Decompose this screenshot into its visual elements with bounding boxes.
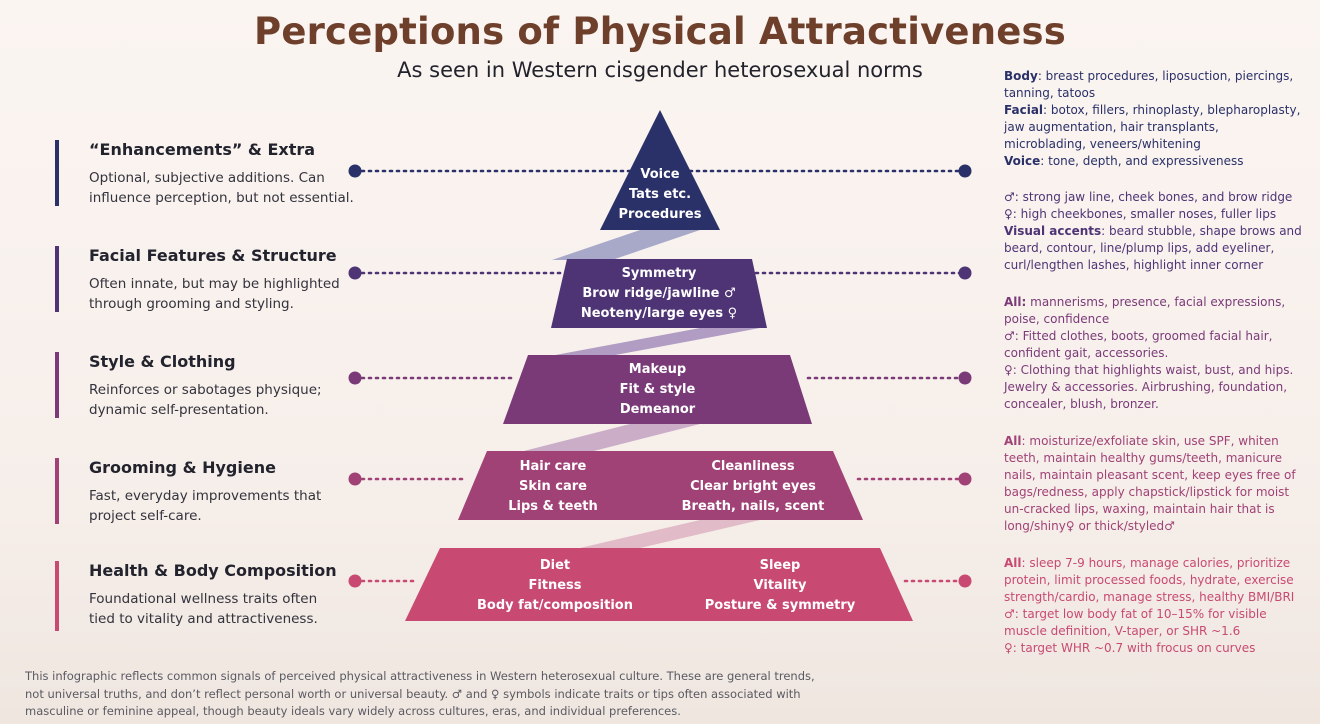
tier-1-heading: “Enhancements” & Extra xyxy=(89,140,316,159)
tier-4-heading: Grooming & Hygiene xyxy=(89,458,276,477)
dot-right-5 xyxy=(958,574,972,588)
pyramid-layer-1-text: Voice Tats etc. Procedures xyxy=(600,165,720,225)
t1-voice: Voice: tone, depth, and expressiveness xyxy=(1004,153,1304,170)
pyramid-layer-5-shape xyxy=(405,548,913,621)
layer-5-right-line-1: Sleep xyxy=(759,558,801,573)
pyramid-layer-5-right-text: Sleep Vitality Posture & symmetry xyxy=(690,556,870,616)
ribbon-segment-4 xyxy=(580,520,760,548)
tier-3-left: Style & Clothing Reinforces or sabotages… xyxy=(55,352,389,418)
tier-5-description: Foundational wellness traits often tied … xyxy=(89,591,318,627)
t5-all-text: : sleep 7-9 hours, manage calories, prio… xyxy=(1004,556,1295,604)
dot-left-4 xyxy=(348,472,362,486)
tier-1-description: Optional, subjective additions. Can infl… xyxy=(89,170,354,206)
tier-2-details: ♂: strong jaw line, cheek bones, and bro… xyxy=(1004,189,1304,274)
t1-facial-label: Facial xyxy=(1004,103,1044,117)
tier-3-heading: Style & Clothing xyxy=(89,352,236,371)
dot-right-3 xyxy=(958,371,972,385)
t4-all: All: moisturize/exfoliate skin, use SPF,… xyxy=(1004,433,1304,535)
t1-facial-text: : botox, fillers, rhinoplasty, blepharop… xyxy=(1004,103,1301,151)
t5-all-label: All xyxy=(1004,556,1022,570)
t1-voice-label: Voice xyxy=(1004,154,1041,168)
t1-voice-text: : tone, depth, and expressiveness xyxy=(1040,154,1244,168)
layer-4-left-line-2: Skin care xyxy=(519,479,587,494)
dot-left-5 xyxy=(348,574,362,588)
pyramid-layer-1-shape xyxy=(600,110,720,230)
tier-3-details: All: mannerisms, presence, facial expres… xyxy=(1004,294,1304,413)
layer-5-left-line-1: Diet xyxy=(539,558,571,573)
ribbon-segment-3 xyxy=(520,424,700,452)
layer-1-line-1: Voice xyxy=(640,167,680,182)
dot-left-3 xyxy=(348,371,362,385)
layer-4-left-line-1: Hair care xyxy=(519,459,587,474)
t4-all-text: : moisturize/exfoliate skin, use SPF, wh… xyxy=(1004,434,1296,533)
pyramid-layer-2-text: Symmetry Brow ridge/jawline ♂ Neoteny/la… xyxy=(551,264,767,324)
subtitle-text: As seen in Western cisgender heterosexua… xyxy=(397,58,923,82)
pyramid-layer-3-text: Makeup Fit & style Demeanor xyxy=(503,360,812,420)
layer-4-right-line-1: Cleanliness xyxy=(711,459,795,474)
pyramid-layer-5-left-text: Diet Fitness Body fat/composition xyxy=(465,556,645,616)
footer-disclaimer: This infographic reflects common signals… xyxy=(25,669,815,718)
layer-5-left-line-3: Body fat/composition xyxy=(476,598,633,613)
tier-2-heading: Facial Features & Structure xyxy=(89,246,337,265)
tier-4-details: All: moisturize/exfoliate skin, use SPF,… xyxy=(1004,433,1304,535)
tier-1-left: “Enhancements” & Extra Optional, subject… xyxy=(55,140,389,206)
pyramid-layer-2-shape xyxy=(551,259,767,328)
t2-male: ♂: strong jaw line, cheek bones, and bro… xyxy=(1004,190,1293,204)
layer-1-line-2: Tats etc. xyxy=(628,187,692,202)
layer-5-right-line-2: Vitality xyxy=(753,578,807,593)
layer-1-line-3: Procedures xyxy=(618,207,702,222)
pyramid-layer-4-shape xyxy=(458,451,863,520)
layer-4-right-line-3: Breath, nails, scent xyxy=(681,499,825,514)
tier-2-description: Often innate, but may be highlighted thr… xyxy=(89,276,340,312)
ribbon-segment-1 xyxy=(552,230,700,260)
t5-all: All: sleep 7-9 hours, manage calories, p… xyxy=(1004,555,1304,606)
tier-5-details: All: sleep 7-9 hours, manage calories, p… xyxy=(1004,555,1304,657)
layer-4-right-line-2: Clear bright eyes xyxy=(690,479,816,494)
layer-5-right-line-3: Posture & symmetry xyxy=(704,598,856,613)
dot-right-1 xyxy=(958,164,972,178)
pyramid-layer-3-shape xyxy=(503,355,812,424)
t2-accents-text: : beard stubble, shape brows and beard, … xyxy=(1004,224,1302,272)
t3-female: ♀: Clothing that highlights waist, bust,… xyxy=(1004,363,1294,411)
t3-all-label: All: xyxy=(1004,295,1027,309)
t1-body-label: Body xyxy=(1004,69,1038,83)
layer-4-left-line-3: Lips & teeth xyxy=(508,499,598,514)
t4-all-label: All xyxy=(1004,434,1022,448)
t2-female: ♀: high cheekbones, smaller noses, fulle… xyxy=(1004,207,1277,221)
layer-2-line-2: Brow ridge/jawline ♂ xyxy=(582,286,736,301)
dot-left-2 xyxy=(348,266,362,280)
t5-male: ♂: target low body fat of 10–15% for vis… xyxy=(1004,607,1267,638)
t2-accents: Visual accents: beard stubble, shape bro… xyxy=(1004,223,1304,274)
layer-3-line-1: Makeup xyxy=(628,362,687,377)
tier-4-description: Fast, everyday improvements that project… xyxy=(89,488,322,524)
t1-body: Body: breast procedures, liposuction, pi… xyxy=(1004,68,1304,102)
layer-3-line-2: Fit & style xyxy=(619,382,696,397)
t2-accents-label: Visual accents xyxy=(1004,224,1102,238)
t3-all: All: mannerisms, presence, facial expres… xyxy=(1004,294,1304,328)
t1-facial: Facial: botox, fillers, rhinoplasty, ble… xyxy=(1004,102,1304,153)
t5-female: ♀: target WHR ~0.7 with frocus on curves xyxy=(1004,641,1256,655)
tier-1-details: Body: breast procedures, liposuction, pi… xyxy=(1004,68,1304,170)
tier-2-left: Facial Features & Structure Often innate… xyxy=(55,246,389,312)
dot-right-4 xyxy=(958,472,972,486)
t3-all-text: mannerisms, presence, facial expressions… xyxy=(1004,295,1286,326)
tier-4-left: Grooming & Hygiene Fast, everyday improv… xyxy=(55,458,389,524)
layer-2-line-3: Neoteny/large eyes ♀ xyxy=(580,306,738,321)
layer-3-line-3: Demeanor xyxy=(619,402,696,417)
page-title: Perceptions of Physical Attractiveness xyxy=(254,10,1066,53)
dot-left-1 xyxy=(348,164,362,178)
ribbon-segment-2 xyxy=(550,328,760,356)
t3-male: ♂: Fitted clothes, boots, groomed facial… xyxy=(1004,329,1273,360)
tier-5-heading: Health & Body Composition xyxy=(89,561,337,580)
pyramid-layer-4-left-text: Hair care Skin care Lips & teeth xyxy=(478,457,628,517)
layer-5-left-line-2: Fitness xyxy=(528,578,582,593)
dot-right-2 xyxy=(958,266,972,280)
layer-2-line-1: Symmetry xyxy=(621,266,697,281)
page-subtitle: As seen in Western cisgender heterosexua… xyxy=(0,58,1320,82)
tier-5-left: Health & Body Composition Foundational w… xyxy=(55,561,389,631)
tier-3-description: Reinforces or sabotages physique; dynami… xyxy=(89,382,322,418)
t1-body-text: : breast procedures, liposuction, pierci… xyxy=(1004,69,1294,100)
pyramid-layer-4-right-text: Cleanliness Clear bright eyes Breath, na… xyxy=(668,457,838,517)
